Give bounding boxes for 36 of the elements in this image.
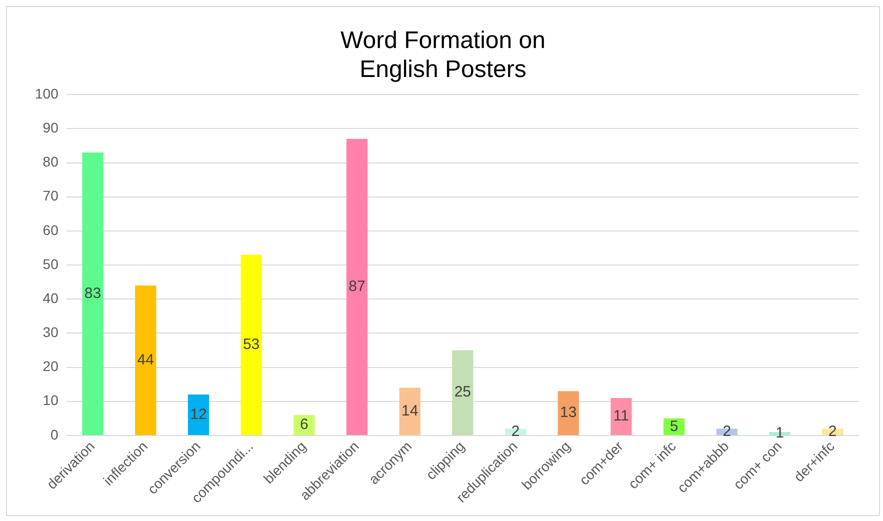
bar bbox=[188, 394, 210, 435]
y-tick-label: 90 bbox=[42, 120, 59, 136]
data-label: 53 bbox=[242, 336, 260, 354]
bar bbox=[452, 350, 474, 435]
data-label: 11 bbox=[613, 408, 629, 425]
data-label: 83 bbox=[84, 284, 102, 302]
y-tick-label: 100 bbox=[35, 85, 59, 102]
data-label: 25 bbox=[454, 384, 472, 401]
bar bbox=[346, 138, 368, 435]
y-tick-label: 70 bbox=[42, 188, 59, 204]
bar bbox=[610, 398, 632, 435]
y-tick-label: 20 bbox=[42, 358, 59, 374]
data-label: 1 bbox=[776, 424, 784, 442]
y-tick-label: 40 bbox=[42, 290, 59, 306]
y-tick-label: 30 bbox=[42, 324, 59, 340]
data-label: 2 bbox=[828, 422, 837, 440]
bar bbox=[240, 254, 262, 435]
y-tick-label: 80 bbox=[42, 154, 59, 170]
y-tick-label: 10 bbox=[42, 392, 59, 408]
data-label: 87 bbox=[348, 278, 366, 296]
bar bbox=[82, 152, 104, 435]
y-tick-label: 0 bbox=[50, 426, 59, 442]
bar bbox=[558, 391, 579, 435]
data-label: 12 bbox=[190, 406, 207, 423]
y-tick-label: 60 bbox=[42, 222, 59, 238]
data-label: 5 bbox=[670, 418, 678, 435]
y-tick-label: 50 bbox=[42, 256, 59, 272]
data-label: 2 bbox=[511, 422, 520, 440]
chart-title: Word Formation on English Posters bbox=[340, 27, 546, 83]
data-label: 2 bbox=[722, 422, 732, 440]
data-label: 44 bbox=[137, 351, 154, 368]
data-label: 6 bbox=[300, 416, 308, 434]
bar bbox=[399, 388, 420, 435]
data-label: 13 bbox=[560, 404, 577, 422]
data-label: 14 bbox=[401, 402, 418, 420]
bar bbox=[135, 285, 156, 435]
